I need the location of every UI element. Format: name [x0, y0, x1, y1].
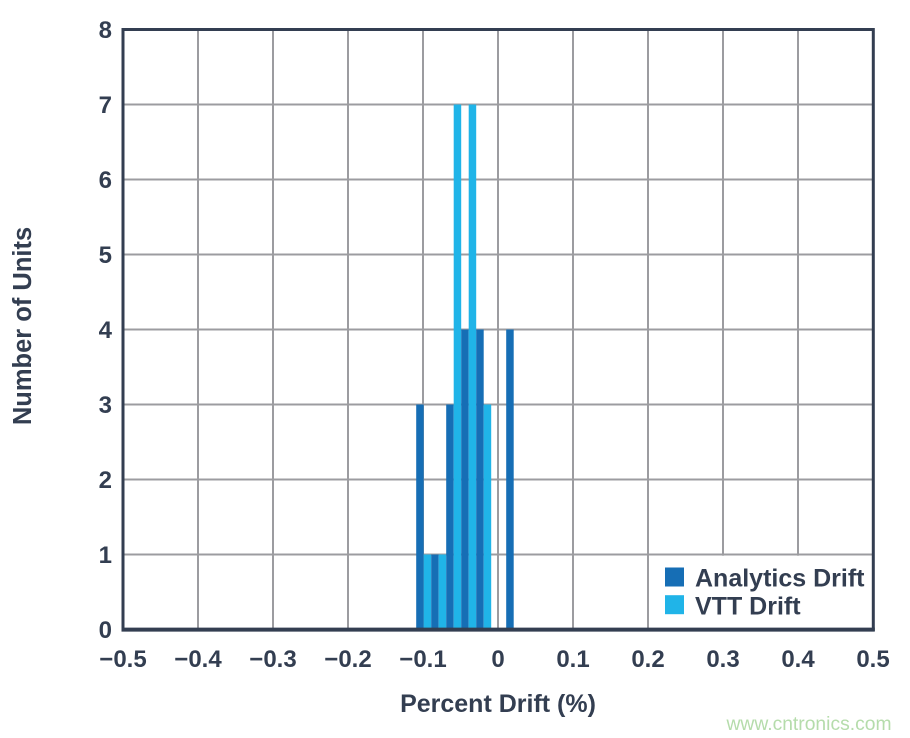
- svg-text:0.2: 0.2: [631, 646, 664, 673]
- svg-text:1: 1: [99, 542, 112, 569]
- svg-text:Number of Units: Number of Units: [9, 227, 37, 425]
- svg-text:−0.1: −0.1: [399, 646, 446, 673]
- svg-text:−0.3: −0.3: [249, 646, 296, 673]
- svg-text:4: 4: [99, 317, 113, 344]
- svg-text:8: 8: [99, 17, 112, 44]
- svg-text:VTT Drift: VTT Drift: [695, 593, 801, 621]
- svg-text:0.5: 0.5: [856, 646, 889, 673]
- svg-text:6: 6: [99, 167, 112, 194]
- svg-text:−0.4: −0.4: [174, 646, 222, 673]
- svg-text:−0.5: −0.5: [99, 646, 146, 673]
- svg-text:2: 2: [99, 467, 112, 494]
- svg-text:0.1: 0.1: [556, 646, 589, 673]
- svg-text:Percent Drift (%): Percent Drift (%): [400, 690, 596, 718]
- svg-text:0: 0: [99, 617, 112, 644]
- svg-text:−0.2: −0.2: [324, 646, 371, 673]
- svg-text:7: 7: [99, 92, 112, 119]
- svg-text:0.3: 0.3: [706, 646, 739, 673]
- svg-text:5: 5: [99, 242, 112, 269]
- svg-text:0.4: 0.4: [781, 646, 815, 673]
- svg-text:0: 0: [491, 646, 504, 673]
- svg-text:www.cntronics.com: www.cntronics.com: [726, 714, 892, 735]
- svg-text:3: 3: [99, 392, 112, 419]
- svg-text:Analytics Drift: Analytics Drift: [695, 565, 865, 593]
